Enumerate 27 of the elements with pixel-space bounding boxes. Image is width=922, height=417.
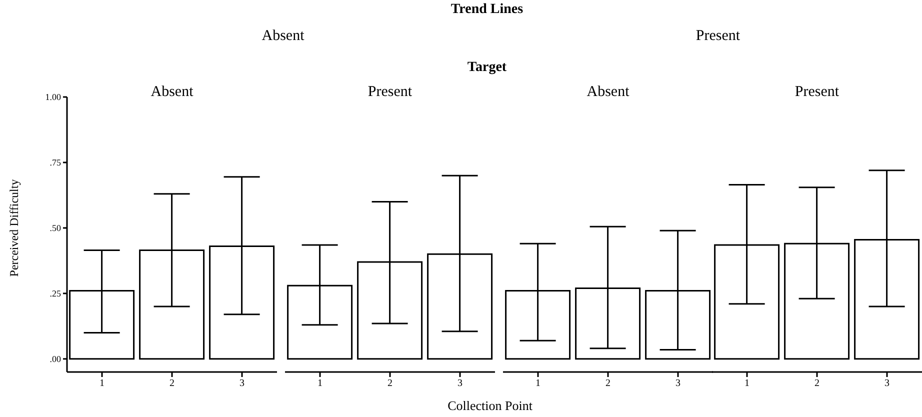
x-tick-label: 2	[388, 378, 392, 390]
x-tick-label: 2	[606, 378, 610, 390]
x-axis-title: Collection Point	[446, 398, 534, 414]
x-tick-label: 1	[318, 378, 322, 390]
y-axis-title: Perceived Difficulty	[7, 178, 22, 279]
x-tick-label: 3	[458, 378, 462, 390]
y-tick-label: .00	[50, 354, 62, 364]
x-tick-label: 1	[744, 378, 750, 390]
chart-title: Present	[794, 84, 840, 101]
text: Present	[694, 28, 742, 45]
x-tick-label: 2	[170, 378, 174, 390]
x-tick-label: 1	[536, 378, 540, 390]
x-tick-label: 3	[240, 378, 244, 390]
x-tick-label: 1	[100, 378, 104, 390]
y-tick-label: .25	[50, 288, 62, 299]
text: Target	[466, 60, 508, 76]
chart-title: Present	[366, 84, 414, 101]
y-tick-label: .75	[50, 158, 62, 168]
x-tick-label: 3	[884, 378, 890, 390]
text: Trend Lines	[450, 2, 524, 18]
x-tick-label: 2	[814, 378, 820, 390]
chart-title: Absent	[150, 84, 194, 101]
y-tick-label: 1.00	[45, 92, 62, 102]
chart-title: Absent	[586, 84, 630, 101]
x-tick-label: 3	[676, 378, 680, 390]
text: Absent	[260, 28, 306, 45]
y-tick-label: .50	[50, 223, 62, 234]
